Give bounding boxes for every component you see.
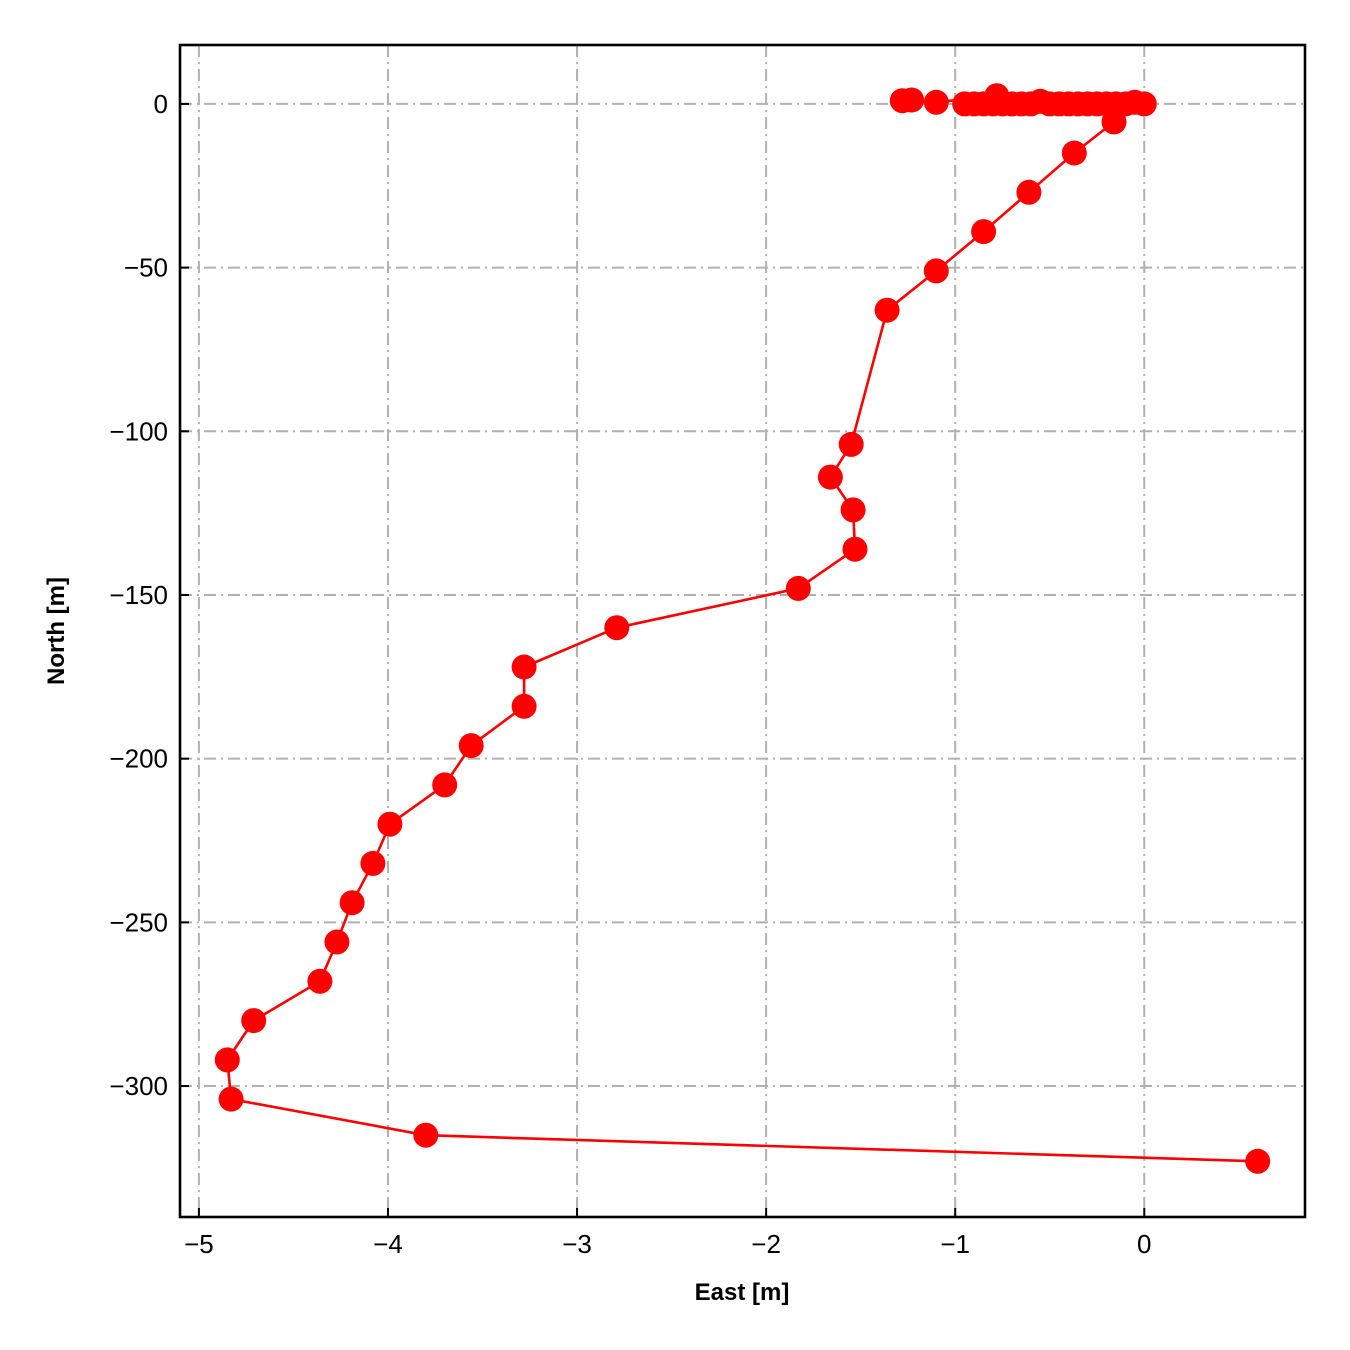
data-point xyxy=(604,615,630,641)
y-tick-label: −100 xyxy=(109,416,168,446)
x-tick-label: −2 xyxy=(751,1229,781,1259)
data-point xyxy=(511,693,537,719)
data-point xyxy=(1131,91,1157,117)
y-tick-label: 0 xyxy=(154,89,168,119)
data-point xyxy=(1101,109,1127,135)
data-point xyxy=(377,811,403,837)
y-tick-label: −50 xyxy=(124,253,168,283)
data-point xyxy=(413,1122,439,1148)
data-point xyxy=(214,1047,240,1073)
x-axis-label: East [m] xyxy=(695,1279,790,1306)
y-tick-label: −150 xyxy=(109,580,168,610)
data-point xyxy=(899,87,925,113)
data-point xyxy=(307,968,333,994)
data-point xyxy=(360,850,386,876)
data-point xyxy=(432,772,458,798)
data-point xyxy=(1245,1148,1271,1174)
ticks: −5 −4 −3 −2 −1 00−50−100−150−200−250−300 xyxy=(109,89,1151,1259)
y-tick-label: −200 xyxy=(109,744,168,774)
x-tick-label: −4 xyxy=(373,1229,403,1259)
x-tick-label: −5 xyxy=(184,1229,214,1259)
data-point xyxy=(339,890,365,916)
series-track xyxy=(214,83,1271,1174)
series-line xyxy=(226,94,1258,1163)
data-point xyxy=(1016,179,1042,205)
data-point xyxy=(218,1086,244,1112)
y-axis-label: North [m] xyxy=(43,577,70,685)
data-point xyxy=(874,297,900,323)
data-point xyxy=(241,1008,267,1034)
x-tick-label: −3 xyxy=(562,1229,592,1259)
data-point xyxy=(923,258,949,284)
series-markers xyxy=(214,83,1271,1174)
y-tick-label: −300 xyxy=(109,1071,168,1101)
data-point xyxy=(785,575,811,601)
data-point xyxy=(840,497,866,523)
x-tick-label: 0 xyxy=(1137,1229,1151,1259)
x-tick-label: −1 xyxy=(940,1229,970,1259)
data-point xyxy=(842,536,868,562)
plot-frame xyxy=(178,43,1307,1219)
data-point xyxy=(817,464,843,490)
data-point xyxy=(1061,140,1087,166)
data-point xyxy=(923,89,949,115)
y-tick-label: −250 xyxy=(109,907,168,937)
data-point xyxy=(838,431,864,457)
data-point xyxy=(511,654,537,680)
data-point xyxy=(324,929,350,955)
data-point xyxy=(971,219,997,245)
data-point xyxy=(458,733,484,759)
grid xyxy=(180,45,1305,1217)
